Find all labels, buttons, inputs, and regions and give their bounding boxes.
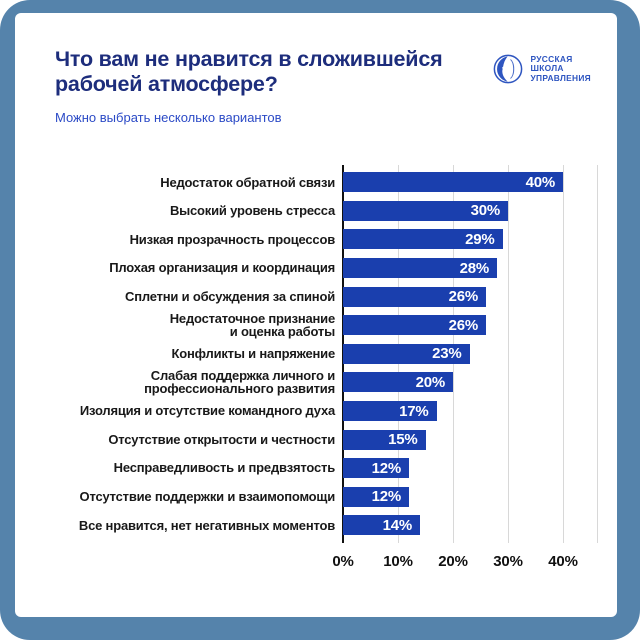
chart-row: Все нравится, нет негативных моментов 14% (53, 511, 563, 540)
page-title: Что вам не нравится в сложившейся рабоче… (55, 47, 443, 96)
gridline (597, 165, 598, 543)
category-label: Несправедливость и предвзятость (113, 460, 336, 476)
rsu-logo-line1: РУССКАЯ (530, 53, 573, 64)
category-label: Высокий уровень стресса (169, 203, 335, 219)
header: Что вам не нравится в сложившейся рабоче… (55, 47, 591, 125)
bar: 28% (343, 258, 497, 279)
bar: 20% (343, 372, 453, 393)
x-tick-label: 40% (548, 553, 578, 570)
chart-card: Что вам не нравится в сложившейся рабоче… (15, 13, 617, 617)
category-label: Отсутствие поддержки и взаимопомощи (79, 489, 336, 505)
chart-row: Высокий уровень стресса 30% (53, 197, 563, 226)
bar-value-label: 17% (399, 402, 429, 420)
bar-value-label: 26% (448, 288, 479, 306)
bar: 17% (343, 401, 437, 422)
chart-row: Изоляция и отсутствие командного духа 17% (53, 397, 563, 426)
bar-value-label: 28% (459, 259, 490, 277)
bar: 23% (343, 343, 470, 364)
bar-rows: Недостаток обратной связи 40% Высокий уров… (53, 168, 563, 540)
title-block: Что вам не нравится в сложившейся рабоче… (55, 47, 443, 125)
bar: 15% (343, 429, 426, 450)
chart-row: Низкая прозрачность процессов 29% (53, 225, 563, 254)
rsu-logo-icon (494, 54, 523, 84)
bar: 30% (343, 200, 508, 221)
rsu-logo-text: РУССКАЯ ШКОЛА УПРАВЛЕНИЯ (530, 53, 591, 84)
rsu-logo-line3: УПРАВЛЕНИЯ (530, 72, 591, 83)
category-label: Плохая организация и координация (109, 260, 335, 276)
category-label: Низкая прозрачность процессов (129, 231, 336, 247)
bar-value-label: 23% (432, 345, 462, 363)
bar: 12% (343, 486, 409, 507)
chart-row: Недостаточное признание и оценка работы 2… (53, 311, 563, 340)
bar-value-label: 15% (388, 431, 418, 449)
bar-chart: Недостаток обратной связи 40% Высокий уров… (53, 165, 599, 589)
chart-row: Недостаток обратной связи 40% (53, 168, 563, 197)
chart-row: Плохая организация и координация 28% (53, 254, 563, 283)
category-label: Конфликты и напряжение (171, 346, 336, 362)
bar: 12% (343, 458, 409, 479)
chart-row: Отсутствие открытости и честности 15% (53, 425, 563, 454)
bar-value-label: 29% (465, 230, 495, 248)
bar: 29% (343, 229, 503, 250)
bar: 40% (343, 172, 563, 193)
gridline (508, 165, 509, 543)
rsu-logo: РУССКАЯ ШКОЛА УПРАВЛЕНИЯ (493, 54, 591, 84)
category-label: Сплетни и обсуждения за спиной (125, 288, 335, 304)
bar-value-label: 14% (382, 516, 413, 534)
x-tick-label: 0% (332, 553, 354, 570)
bar: 14% (343, 515, 420, 536)
bar-value-label: 12% (371, 488, 402, 506)
bar-value-label: 30% (470, 202, 501, 220)
bar-value-label: 12% (371, 459, 402, 477)
bar-value-label: 40% (525, 173, 556, 191)
bar: 26% (343, 286, 486, 307)
category-label: Отсутствие открытости и честности (108, 431, 335, 447)
category-label: Слабая поддержка личного и профессиональ… (144, 367, 335, 397)
bar-value-label: 20% (415, 373, 446, 391)
gridline (563, 165, 564, 543)
bar: 26% (343, 315, 486, 336)
rsu-logo-line2: ШКОЛА (530, 63, 564, 74)
category-label: Недостаток обратной связи (160, 174, 335, 190)
category-label: Изоляция и отсутствие командного духа (79, 403, 335, 419)
chart-row: Конфликты и напряжение 23% (53, 340, 563, 369)
x-tick-label: 20% (438, 553, 468, 570)
chart-subtitle: Можно выбрать несколько вариантов (55, 110, 282, 125)
x-tick-label: 10% (383, 553, 413, 570)
chart-row: Отсутствие поддержки и взаимопомощи 12% (53, 483, 563, 512)
chart-row: Слабая поддержка личного и профессиональ… (53, 368, 563, 397)
chart-row: Несправедливость и предвзятость 12% (53, 454, 563, 483)
chart-row: Сплетни и обсуждения за спиной 26% (53, 282, 563, 311)
bar-value-label: 26% (448, 316, 479, 334)
x-tick-label: 30% (493, 553, 523, 570)
category-label: Недостаточное признание и оценка работы (169, 310, 335, 340)
category-label: Все нравится, нет негативных моментов (78, 517, 335, 533)
